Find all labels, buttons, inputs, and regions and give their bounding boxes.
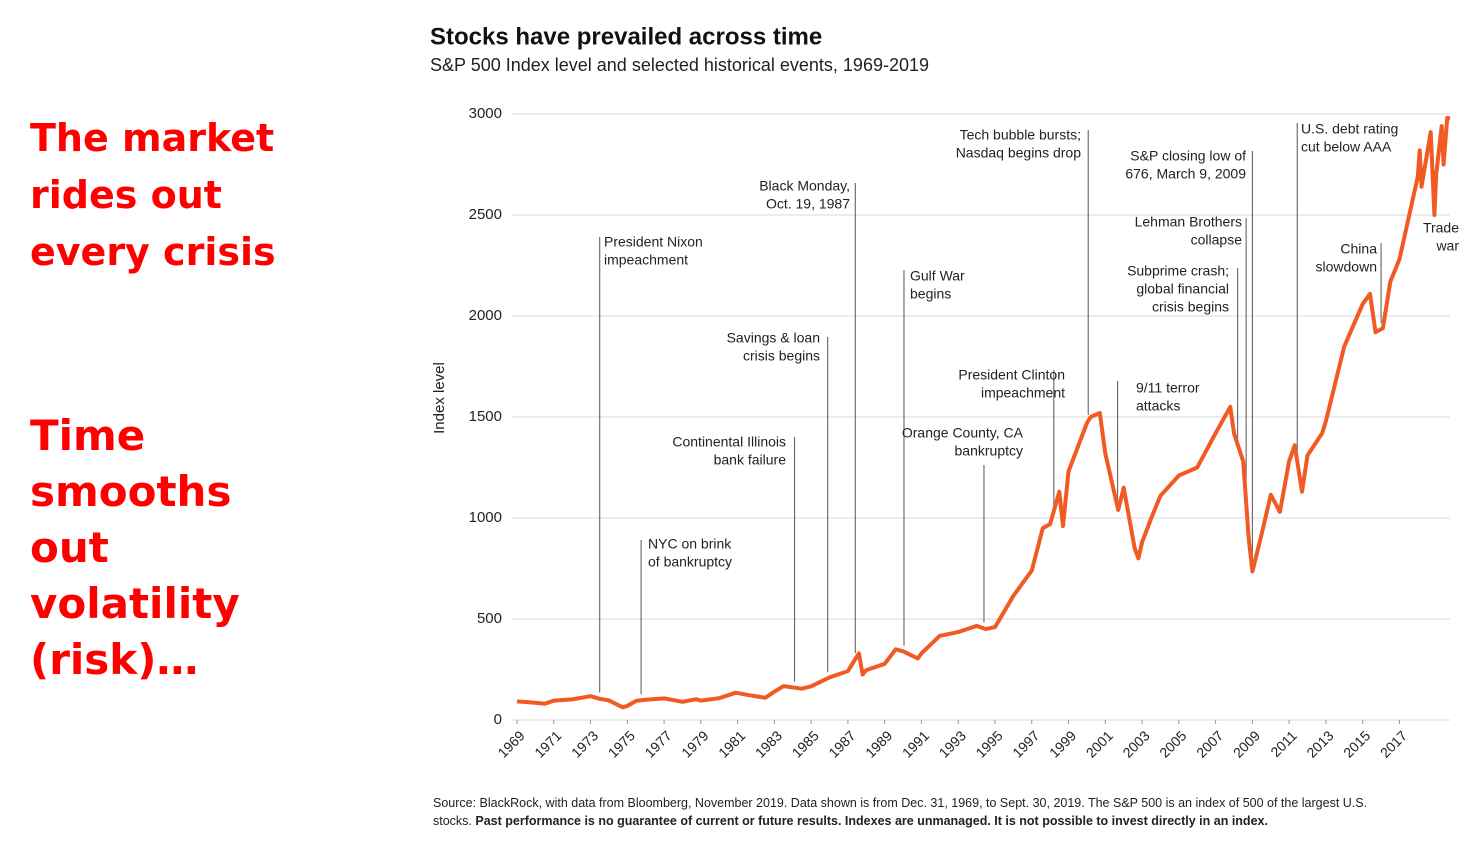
y-tick-label: 2000 xyxy=(469,307,502,324)
annotation-text: of bankruptcy xyxy=(648,554,732,570)
annotation-text: begins xyxy=(910,286,951,302)
annotation-text: Nasdaq begins drop xyxy=(956,145,1082,161)
x-tick-label: 1983 xyxy=(752,727,785,760)
annotation-text: Oct. 19, 1987 xyxy=(766,196,850,212)
annotation-text: crisis begins xyxy=(743,348,820,364)
source: Source: BlackRock, with data from Bloomb… xyxy=(433,796,1368,828)
text-line: rides out xyxy=(30,173,222,217)
x-tick-label: 1989 xyxy=(862,727,895,760)
x-tick-label: 1993 xyxy=(936,727,969,760)
text-line: smooths xyxy=(30,467,232,516)
annotation-text: Trade xyxy=(1423,220,1459,236)
x-tick-label: 2013 xyxy=(1303,727,1336,760)
text-line: The market xyxy=(30,116,275,160)
x-tick-label: 1985 xyxy=(789,727,822,760)
annotation-text: U.S. debt rating xyxy=(1301,121,1398,137)
x-tick-label: 2011 xyxy=(1267,727,1300,760)
annotation-text: President Clinton xyxy=(958,367,1065,383)
point-two: Time smooths out volatility (risk)… xyxy=(30,408,240,688)
text-line: (risk)… xyxy=(30,635,199,684)
annotation-text: war xyxy=(1435,238,1459,254)
text-line: Time xyxy=(30,411,146,460)
footnote: Source: BlackRock, with data from Bloomb… xyxy=(433,794,1401,830)
x-tick-label: 1999 xyxy=(1046,727,1079,760)
x-tick-label: 1971 xyxy=(531,727,564,760)
x-tick-label: 1969 xyxy=(494,727,527,760)
annotation-text: slowdown xyxy=(1316,259,1377,275)
annotation-text: Orange County, CA xyxy=(902,425,1024,441)
annotation-text: collapse xyxy=(1191,232,1243,248)
annotation-text: 676, March 9, 2009 xyxy=(1125,166,1246,182)
chart-title: Stocks have prevailed across time xyxy=(430,23,822,50)
annotation-text: President Nixon xyxy=(604,234,703,250)
annotation-text: Tech bubble bursts; xyxy=(960,127,1081,143)
x-tick-label: 1981 xyxy=(715,727,748,760)
text-line: volatility xyxy=(30,579,240,628)
x-tick-label: 2017 xyxy=(1377,727,1410,760)
annotation-text: Black Monday, xyxy=(759,178,850,194)
annotation-text: bankruptcy xyxy=(955,443,1023,459)
annotation-text: impeachment xyxy=(604,252,688,268)
x-tick-label: 2005 xyxy=(1156,727,1189,760)
x-tick-label: 2007 xyxy=(1193,727,1226,760)
x-tick-label: 2015 xyxy=(1340,727,1373,760)
x-tick-label: 1977 xyxy=(641,727,674,760)
annotation-text: China xyxy=(1340,241,1377,257)
annotation-text: global financial xyxy=(1136,281,1229,297)
y-tick-label: 3000 xyxy=(469,105,502,122)
x-tick-label: 2003 xyxy=(1119,727,1152,760)
disclaimer: Past performance is no guarantee of curr… xyxy=(475,814,1268,828)
annotation-text: Savings & loan xyxy=(727,330,820,346)
annotation-text: crisis begins xyxy=(1152,299,1229,315)
x-tick-label: 1975 xyxy=(605,727,638,760)
annotation-text: S&P closing low of xyxy=(1130,148,1246,164)
y-tick-label: 500 xyxy=(477,610,502,627)
y-axis-label: Index level xyxy=(431,362,448,434)
y-tick-label: 1500 xyxy=(469,408,502,425)
y-tick-label: 2500 xyxy=(469,206,502,223)
annotation-text: Lehman Brothers xyxy=(1135,214,1242,230)
annotation-text: cut below AAA xyxy=(1301,139,1392,155)
x-tick-label: 1997 xyxy=(1009,727,1042,760)
y-tick-label: 1000 xyxy=(469,509,502,526)
annotation-text: bank failure xyxy=(714,452,787,468)
annotation-text: attacks xyxy=(1136,398,1180,414)
x-tick-label: 1995 xyxy=(972,727,1005,760)
point-one: The market rides out every crisis xyxy=(30,110,276,281)
x-tick-label: 1973 xyxy=(568,727,601,760)
x-tick-label: 2001 xyxy=(1083,727,1116,760)
chart-subtitle: S&P 500 Index level and selected histori… xyxy=(430,55,929,75)
index-line xyxy=(516,116,1451,710)
x-tick-label: 1979 xyxy=(678,727,711,760)
text-line: every crisis xyxy=(30,230,276,274)
annotation-text: Subprime crash; xyxy=(1127,263,1229,279)
y-tick-label: 0 xyxy=(494,711,502,728)
text-line: out xyxy=(30,523,109,572)
annotation-text: Gulf War xyxy=(910,268,965,284)
x-tick-label: 1987 xyxy=(825,727,858,760)
annotation-text: 9/11 terror xyxy=(1136,380,1200,396)
x-tick-label: 2009 xyxy=(1230,727,1263,760)
annotation-text: Continental Illinois xyxy=(672,434,786,450)
annotation-text: NYC on brink xyxy=(648,536,732,552)
annotation-text: impeachment xyxy=(981,385,1065,401)
x-tick-label: 1991 xyxy=(899,727,932,760)
